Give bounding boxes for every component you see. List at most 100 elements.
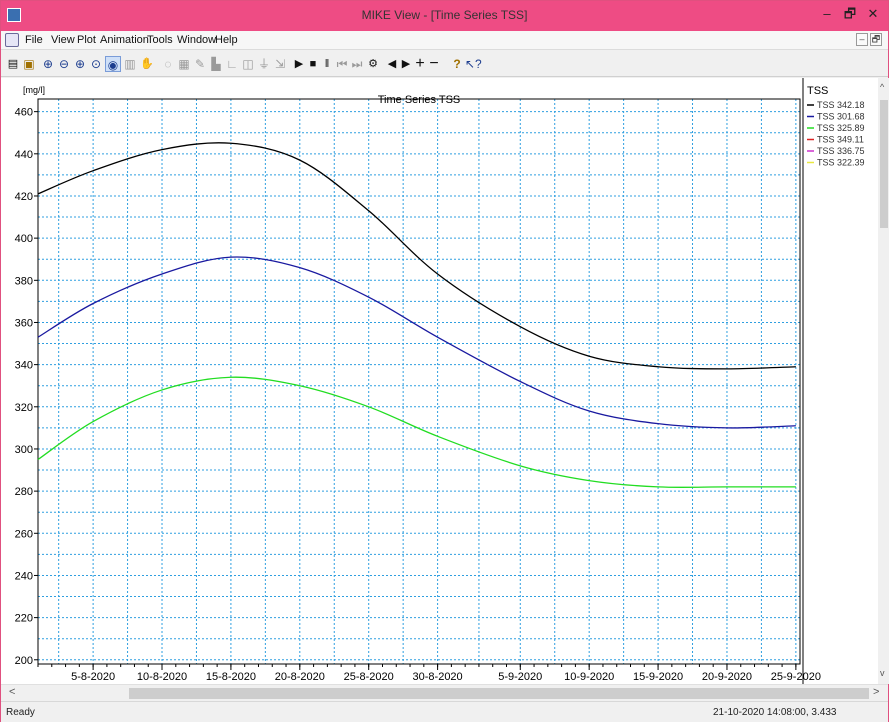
select-icon[interactable]: ◉ — [105, 56, 121, 72]
restore-button[interactable]: 🗗 — [843, 6, 857, 21]
status-bar: Ready 21-10-2020 14:08:00, 3.433 — [1, 701, 888, 722]
series-line — [37, 256, 796, 429]
legend-entry: TSS 325.89 — [817, 123, 865, 133]
y-tick-label: 440 — [15, 149, 33, 161]
remove-icon[interactable]: − — [429, 55, 439, 72]
mdi-minimize-button[interactable]: – — [856, 33, 868, 46]
frame-settings-icon[interactable]: ⚙ — [368, 58, 378, 70]
mdi-restore-button[interactable]: 🗗 — [870, 33, 882, 46]
bar-icon[interactable]: ▙ — [211, 57, 221, 71]
x-tick-label: 5-9-2020 — [498, 671, 542, 683]
zoom-in-icon[interactable]: ⊕ — [42, 57, 54, 71]
x-tick-label: 25-8-2020 — [344, 671, 394, 683]
y-tick-label: 280 — [15, 486, 33, 498]
window-title: MIKE View - [Time Series TSS] — [361, 8, 528, 22]
time-series-chart[interactable]: 200 220 240 260 280 300 320 340 360 380 400 420 440 4… — [1, 78, 878, 684]
y-tick-label: 260 — [15, 528, 33, 540]
y-tick-label: 380 — [15, 275, 33, 287]
filter-icon[interactable]: ⏚ — [257, 57, 270, 71]
y-axis-label: [mg/l] — [23, 85, 45, 95]
last-frame-icon[interactable]: ⏭ — [351, 57, 363, 71]
scroll-up-icon[interactable]: ^ — [880, 82, 885, 92]
plot-frame — [37, 98, 801, 665]
series-lines — [37, 142, 796, 489]
play-icon[interactable]: ▶ — [294, 58, 304, 70]
x-tick-label: 30-8-2020 — [413, 671, 463, 683]
vertical-scroll-thumb[interactable] — [880, 100, 888, 228]
menu-tools[interactable]: Tools — [147, 34, 173, 46]
legend-entry: TSS 336.75 — [817, 146, 865, 156]
context-help-icon[interactable]: ↖? — [465, 57, 482, 71]
menu-file[interactable]: File — [25, 34, 43, 46]
copy-icon[interactable]: ▣ — [23, 57, 35, 71]
first-frame-icon[interactable]: ⏮ — [336, 57, 348, 71]
printer-icon[interactable]: ▤ — [7, 58, 19, 70]
y-tick-label: 240 — [15, 570, 33, 582]
step-back-icon[interactable]: ◀ — [387, 58, 397, 70]
y-tick-label: 400 — [15, 233, 33, 245]
y-tick-label: 300 — [15, 444, 33, 456]
x-tick-label: 10-9-2020 — [564, 671, 614, 683]
minimize-button[interactable]: – — [823, 6, 831, 21]
axis-icon[interactable]: ∟ — [226, 57, 238, 71]
chart-area: 200 220 240 260 280 300 320 340 360 380 400 420 440 4… — [1, 78, 889, 684]
y-tick-label: 320 — [15, 402, 33, 414]
horizontal-scroll-thumb[interactable] — [129, 688, 869, 699]
toolbar: ▤ ▣ ⊕ ⊖ ⊕ ⊙ ◉ ▥ ✋ ◌ ▦ ✎ ▙ ∟ ◫ ⏚ ⇲ ▶ ■ ‖ … — [1, 51, 888, 77]
y-tick-label: 200 — [15, 655, 33, 667]
y-tick-label: 340 — [15, 360, 33, 372]
profile-icon[interactable]: ▦ — [178, 57, 190, 71]
scroll-right-icon[interactable]: > — [873, 686, 880, 698]
chart-title: Time Series TSS — [378, 94, 461, 106]
add-icon[interactable]: + — [415, 55, 425, 72]
zoom-out-icon[interactable]: ⊖ — [58, 57, 70, 71]
menu-plot[interactable]: Plot — [77, 34, 96, 46]
menu-window[interactable]: Window — [177, 34, 217, 46]
document-icon[interactable] — [5, 33, 19, 47]
series-line — [37, 142, 796, 370]
x-tick-label: 20-8-2020 — [275, 671, 325, 683]
title-bar[interactable]: MIKE View - [Time Series TSS] – 🗗 ✕ — [1, 1, 888, 31]
legend-entry: TSS 322.39 — [817, 158, 865, 168]
legend-entry: TSS 301.68 — [817, 112, 865, 122]
x-tick-label: 15-8-2020 — [206, 671, 256, 683]
pause-icon[interactable]: ‖ — [324, 58, 330, 70]
y-tick-label: 460 — [15, 107, 33, 119]
stop-icon[interactable]: ■ — [309, 58, 317, 70]
x-axis: 5-8-2020 10-8-2020 15-8-2020 20-8-2020 25-8-… — [37, 664, 821, 683]
scroll-left-icon[interactable]: < — [9, 686, 16, 698]
properties-icon[interactable]: ▥ — [124, 57, 136, 71]
help-icon[interactable]: ? — [453, 57, 461, 71]
menu-view[interactable]: View — [51, 34, 75, 46]
menu-help[interactable]: Help — [215, 34, 238, 46]
y-tick-label: 420 — [15, 191, 33, 203]
cursor-help-icon[interactable]: ⇲ — [274, 57, 286, 71]
y-tick-label: 360 — [15, 317, 33, 329]
step-forward-icon[interactable]: ▶ — [401, 58, 411, 70]
measure-icon[interactable]: ◌ — [164, 57, 172, 71]
x-tick-label: 20-9-2020 — [702, 671, 752, 683]
x-tick-label: 5-8-2020 — [71, 671, 115, 683]
zoom-full-icon[interactable]: ⊙ — [90, 57, 102, 71]
status-text: Ready — [6, 707, 35, 718]
legend-entry: TSS 342.18 — [817, 100, 865, 110]
horizontal-scrollbar[interactable]: < > — [1, 684, 888, 701]
pan-icon[interactable]: ✋ — [140, 58, 154, 70]
y-axis: 200 220 240 260 280 300 320 340 360 380 400 420 440 4… — [15, 107, 38, 667]
x-tick-label: 10-8-2020 — [137, 671, 187, 683]
grid-lines — [38, 99, 800, 664]
menu-animation[interactable]: Animation — [100, 34, 149, 46]
x-tick-label: 15-9-2020 — [633, 671, 683, 683]
app-icon[interactable] — [7, 8, 21, 22]
graph-icon[interactable]: ◫ — [242, 57, 254, 71]
scroll-down-icon[interactable]: v — [880, 668, 885, 678]
legend-entry: TSS 349.11 — [817, 135, 864, 145]
vertical-scrollbar[interactable]: ^ v — [878, 78, 889, 684]
point-icon[interactable]: ✎ — [194, 57, 206, 71]
legend-title: TSS — [807, 85, 828, 97]
menu-bar: File View Plot Animation Tools Window He… — [1, 31, 888, 50]
zoom-window-icon[interactable]: ⊕ — [74, 57, 86, 71]
close-button[interactable]: ✕ — [862, 4, 884, 26]
